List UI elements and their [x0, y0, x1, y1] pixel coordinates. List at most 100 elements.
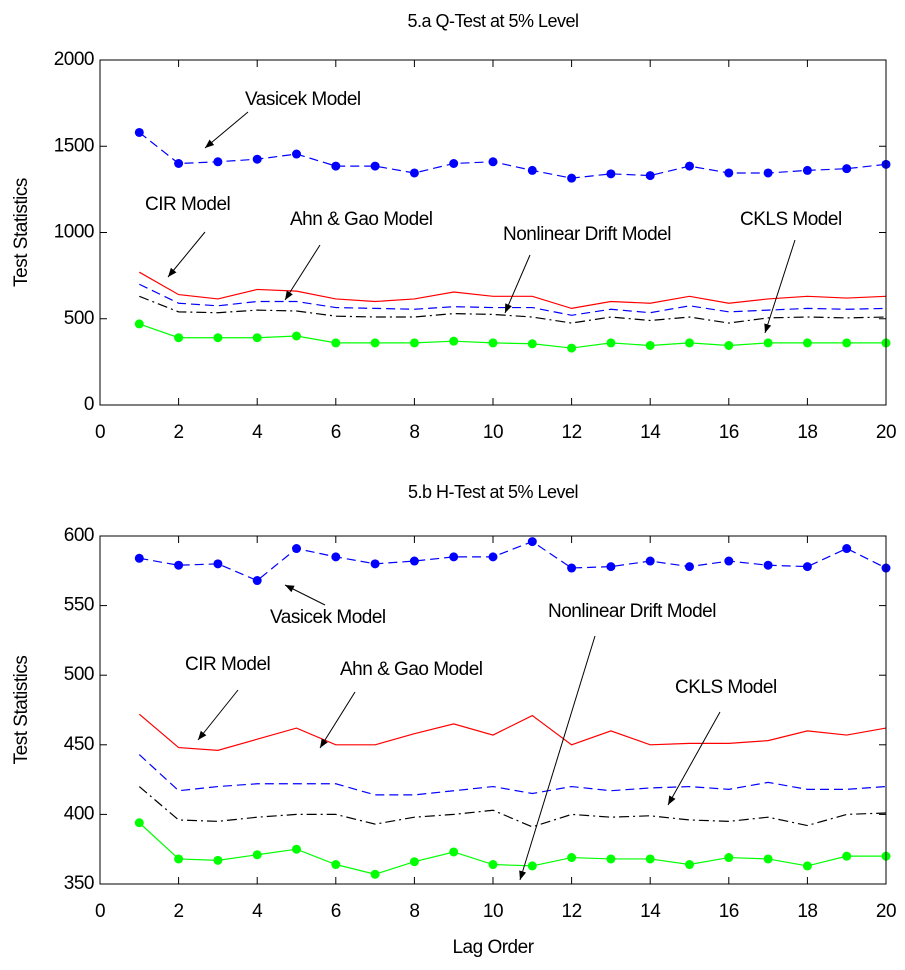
data-point: [763, 854, 773, 864]
data-point: [488, 860, 498, 870]
series-line: [139, 295, 887, 324]
series-line: [139, 323, 886, 349]
data-point: [527, 537, 537, 547]
data-point: [134, 319, 144, 329]
data-point: [645, 854, 655, 864]
y-axis-label: Test Statistics: [11, 178, 32, 287]
data-point: [252, 333, 262, 343]
series-line: [138, 754, 887, 796]
data-point: [606, 562, 616, 572]
annotation: CKLS Model: [675, 677, 777, 698]
data-point: [449, 159, 459, 168]
annotation: Vasicek Model: [270, 607, 386, 628]
data-point: [802, 861, 812, 871]
y-tick-label: 500: [64, 308, 94, 329]
data-point: [370, 869, 380, 879]
annotation-arrow: [519, 635, 596, 881]
data-point: [685, 161, 694, 171]
data-point: [527, 165, 537, 175]
data-point: [252, 850, 262, 860]
x-tick-label: 0: [95, 422, 105, 443]
data-point: [134, 818, 144, 828]
x-tick-label: 4: [252, 422, 263, 443]
x-tick-label: 16: [719, 422, 739, 443]
annotation-arrow: [504, 254, 531, 314]
data-point: [449, 847, 459, 857]
data-point: [252, 576, 262, 586]
data-point: [134, 127, 144, 137]
data-point: [842, 338, 852, 348]
data-point: [488, 552, 498, 562]
data-point: [213, 157, 223, 167]
data-point: [488, 338, 498, 348]
data-point: [174, 333, 184, 343]
x-tick-label: 12: [562, 901, 582, 922]
data-point: [370, 338, 380, 348]
data-point: [527, 339, 537, 349]
data-point: [802, 165, 812, 175]
y-tick-label: 1000: [54, 222, 94, 243]
x-tick-label: 12: [562, 422, 582, 443]
y-tick-label: 550: [64, 595, 94, 616]
data-point: [449, 336, 459, 346]
data-point: [567, 173, 577, 183]
annotation-arrow: [167, 231, 206, 278]
data-point: [213, 855, 223, 865]
data-point: [292, 149, 301, 159]
x-tick-label: 20: [876, 422, 896, 443]
x-tick-label: 2: [174, 422, 184, 443]
data-point: [488, 157, 498, 167]
series-line: [138, 713, 887, 751]
data-point: [331, 860, 341, 870]
y-tick-label: 1500: [54, 135, 94, 156]
x-tick-label: 14: [640, 422, 661, 443]
annotation-arrow: [667, 711, 721, 806]
data-point: [606, 854, 616, 864]
data-point: [685, 338, 694, 348]
y-tick-label: 350: [64, 873, 94, 894]
data-point: [527, 861, 537, 871]
data-point: [370, 559, 380, 569]
annotation-arrow: [197, 689, 239, 741]
data-point: [724, 340, 734, 350]
data-point: [645, 171, 655, 181]
x-tick-label: 16: [719, 901, 739, 922]
y-tick-label: 600: [64, 525, 94, 546]
plot-frame: [99, 59, 887, 406]
series-line: [139, 283, 887, 316]
data-point: [213, 333, 223, 343]
x-tick-label: 18: [797, 901, 817, 922]
data-point: [606, 169, 616, 179]
data-point: [685, 562, 694, 572]
data-point: [331, 161, 341, 171]
data-point: [213, 559, 223, 569]
y-tick-label: 500: [64, 664, 94, 685]
data-point: [292, 544, 301, 554]
data-point: [724, 168, 734, 178]
annotation: Ahn & Gao Model: [290, 209, 432, 230]
data-point: [409, 338, 419, 348]
data-point: [645, 556, 655, 566]
series-line: [139, 271, 887, 310]
x-tick-label: 2: [174, 901, 184, 922]
data-point: [763, 338, 773, 348]
data-point: [449, 552, 459, 562]
series-line: [138, 131, 887, 179]
data-point: [174, 560, 184, 570]
x-tick-label: 18: [797, 422, 817, 443]
data-point: [409, 168, 419, 178]
data-point: [134, 553, 144, 563]
data-point: [252, 154, 262, 164]
data-point: [842, 851, 852, 861]
annotation-arrow: [319, 691, 356, 749]
x-tick-label: 14: [640, 901, 661, 922]
data-point: [409, 857, 419, 867]
plot-frame: [99, 535, 887, 885]
series-line: [138, 822, 886, 875]
data-point: [174, 854, 184, 864]
y-tick-label: 400: [64, 803, 94, 824]
data-point: [763, 168, 773, 178]
x-axis-label: Lag Order: [452, 937, 534, 958]
data-point: [567, 563, 577, 573]
